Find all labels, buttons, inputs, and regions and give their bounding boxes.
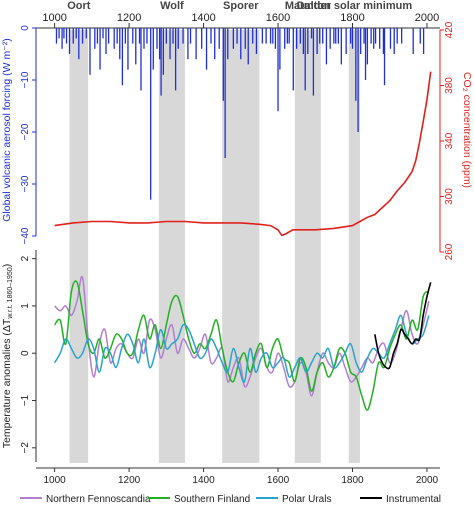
bottom-x-tick-label: 1400 xyxy=(192,475,215,486)
temperature-series-polar-urals xyxy=(53,314,430,383)
solar-minimum-label: Wolf xyxy=(160,0,184,12)
co2-y-tick-label: 420 xyxy=(444,21,455,38)
temperature-series-instrumental xyxy=(374,282,432,370)
solar-minimum-band xyxy=(222,30,260,463)
bottom-x-tick-label: 2000 xyxy=(416,475,439,486)
aerosol-y-tick-label: −20 xyxy=(20,123,31,140)
aerosol-axis-title: Global volcanic aerosol forcing (W m⁻²) xyxy=(1,38,13,222)
aerosol-y-tick-label: 0 xyxy=(20,25,31,31)
top-x-tick-label: 1000 xyxy=(42,12,66,24)
top-x-tick-label: 1400 xyxy=(191,12,215,24)
co2-series-line xyxy=(54,71,432,237)
temperature-y-tick-label: 1 xyxy=(20,303,31,309)
solar-minimum-label: Dalton solar minimum xyxy=(297,0,413,12)
legend-label: Polar Urals xyxy=(282,494,331,504)
temperature-axis-title-sub: w.r.t. 1860–1950 xyxy=(7,267,14,319)
co2-y-tick-label: 340 xyxy=(444,132,455,149)
solar-minimum-band xyxy=(294,30,321,463)
solar-minima-shading xyxy=(69,30,360,463)
aerosol-y-tick-label: −10 xyxy=(20,71,31,88)
volcanic-aerosol-bars xyxy=(55,28,425,200)
top-x-tick-label: 1600 xyxy=(266,12,290,24)
solar-minimum-band xyxy=(69,30,89,463)
bottom-x-tick-label: 1000 xyxy=(43,475,66,486)
temperature-y-tick-label: −1 xyxy=(20,394,31,406)
solar-minimum-band xyxy=(348,30,360,463)
legend-label: Instrumental xyxy=(386,494,441,504)
temperature-axis-title: Temperature anomalies (ΔTw.r.t. 1860–195… xyxy=(1,264,14,448)
solar-minimum-label: Oort xyxy=(67,0,91,12)
top-x-tick-label: 1800 xyxy=(340,12,364,24)
temperature-y-tick-label: 2 xyxy=(20,255,31,261)
temperature-series-southern-finland xyxy=(54,280,430,411)
co2-y-tick-label: 380 xyxy=(444,77,455,94)
temperature-axis-title-main: Temperature anomalies (ΔT xyxy=(1,318,13,448)
solar-minimum-label: Sporer xyxy=(223,0,259,12)
axes: 1000 1200 1400 1600 1800 20000−10−20−30−40420… xyxy=(1,12,473,486)
co2-y-tick-label: 300 xyxy=(444,188,455,205)
bottom-x-tick-label: 1200 xyxy=(118,475,141,486)
bottom-x-tick-label: 1800 xyxy=(341,475,364,486)
top-x-tick-label: 2000 xyxy=(415,12,439,24)
co2-line xyxy=(54,71,432,237)
solar-minimum-band xyxy=(158,30,185,463)
co2-y-tick-label: 260 xyxy=(444,243,455,260)
legend: Northern Fennoscandia Southern Finland Pol… xyxy=(20,494,441,505)
temperature-y-tick-label: −2 xyxy=(20,442,31,454)
top-x-tick-label: 1200 xyxy=(117,12,141,24)
bottom-x-tick-label: 1600 xyxy=(267,475,290,486)
temperature-axis-title-end: ) xyxy=(1,264,13,268)
co2-axis-title: CO₂ concentration (ppm) xyxy=(461,72,473,188)
aerosol-y-tick-label: −40 xyxy=(20,227,31,244)
aerosol-y-tick-label: −30 xyxy=(20,175,31,192)
solar-minimum-label: Maunder xyxy=(285,0,332,12)
temperature-lines xyxy=(53,275,432,411)
legend-label: Southern Finland xyxy=(174,494,250,504)
temperature-y-tick-label: 0 xyxy=(20,350,31,356)
legend-label: Northern Fennoscandia xyxy=(46,494,151,504)
